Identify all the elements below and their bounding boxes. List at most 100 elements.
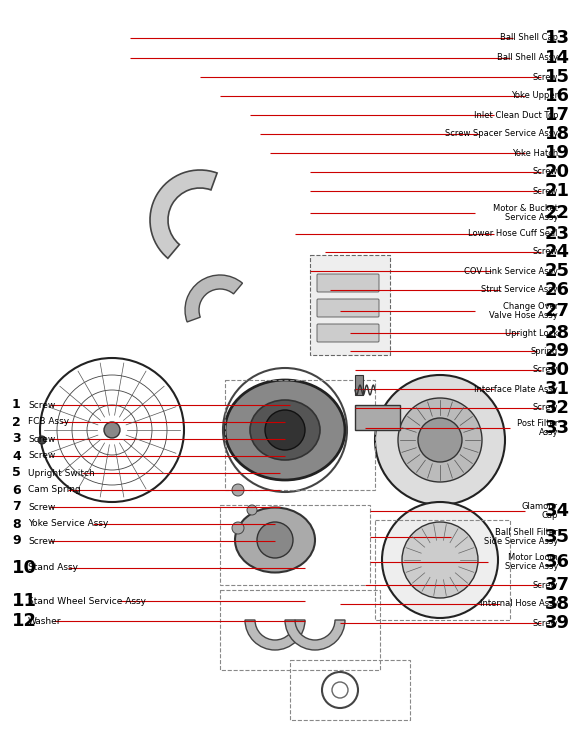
Text: Motor & Bucket
Service Assy: Motor & Bucket Service Assy — [493, 204, 558, 222]
Text: Lower Hose Cuff Seal: Lower Hose Cuff Seal — [469, 230, 558, 239]
Text: Ball Shell Assy: Ball Shell Assy — [497, 53, 558, 62]
Text: Screw: Screw — [532, 186, 558, 195]
Circle shape — [375, 375, 505, 505]
Text: Stand Assy: Stand Assy — [28, 563, 78, 572]
Text: Screw: Screw — [28, 536, 55, 545]
Text: Upright Lock: Upright Lock — [505, 328, 558, 337]
Text: 31: 31 — [545, 380, 570, 398]
Text: Inlet Clean Duct Top: Inlet Clean Duct Top — [473, 110, 558, 119]
Text: 13: 13 — [545, 29, 570, 47]
Text: 24: 24 — [545, 243, 570, 261]
Text: 7: 7 — [12, 500, 21, 514]
Text: Screw Spacer Service Assy: Screw Spacer Service Assy — [445, 129, 558, 138]
FancyBboxPatch shape — [317, 274, 379, 292]
Bar — [310, 255, 390, 355]
Circle shape — [38, 436, 46, 444]
Ellipse shape — [235, 508, 315, 572]
Text: Screw: Screw — [532, 366, 558, 375]
Text: Screw: Screw — [532, 248, 558, 257]
Text: 10: 10 — [12, 559, 37, 577]
Text: Screw: Screw — [532, 73, 558, 82]
Bar — [290, 660, 410, 720]
Text: 6: 6 — [12, 484, 21, 496]
Wedge shape — [285, 620, 345, 650]
Text: 23: 23 — [545, 225, 570, 243]
Text: 19: 19 — [545, 144, 570, 162]
Text: 20: 20 — [545, 163, 570, 181]
Text: 27: 27 — [545, 302, 570, 320]
Text: 16: 16 — [545, 87, 570, 105]
Text: 15: 15 — [545, 68, 570, 86]
Text: Screw: Screw — [28, 400, 55, 409]
Text: 29: 29 — [545, 342, 570, 360]
Text: 1: 1 — [12, 399, 21, 412]
Text: Motor Loom
Service Assy: Motor Loom Service Assy — [505, 553, 558, 572]
Circle shape — [418, 418, 462, 462]
Circle shape — [247, 505, 257, 515]
Bar — [220, 590, 380, 670]
Wedge shape — [185, 275, 242, 322]
Text: Cam Spring: Cam Spring — [28, 485, 81, 494]
Text: 36: 36 — [545, 553, 570, 571]
Text: 39: 39 — [545, 614, 570, 632]
Text: 3: 3 — [12, 433, 21, 445]
Text: 37: 37 — [545, 576, 570, 594]
Ellipse shape — [250, 400, 320, 460]
Text: 8: 8 — [12, 517, 21, 530]
Text: 21: 21 — [545, 182, 570, 200]
Text: Internal Hose Assy: Internal Hose Assy — [480, 599, 558, 608]
FancyBboxPatch shape — [317, 324, 379, 342]
Text: 14: 14 — [545, 49, 570, 67]
Circle shape — [382, 502, 498, 618]
Circle shape — [402, 522, 478, 598]
Bar — [220, 505, 370, 585]
Text: 32: 32 — [545, 399, 570, 417]
Text: Change Over
Valve Hose Assy: Change Over Valve Hose Assy — [490, 302, 558, 321]
Text: Screw: Screw — [532, 167, 558, 176]
Text: Washer: Washer — [28, 617, 61, 626]
Text: Glamour
Cap: Glamour Cap — [522, 502, 558, 520]
Text: Screw: Screw — [532, 581, 558, 590]
Text: Screw: Screw — [28, 502, 55, 511]
Circle shape — [265, 410, 305, 450]
Text: Stand Wheel Service Assy: Stand Wheel Service Assy — [28, 596, 146, 605]
Bar — [375, 520, 510, 620]
Text: 38: 38 — [545, 595, 570, 613]
Text: Yoke Upper: Yoke Upper — [511, 92, 558, 101]
Text: Screw: Screw — [532, 619, 558, 628]
Text: Yoke Hatch: Yoke Hatch — [512, 149, 558, 158]
Text: 2: 2 — [12, 415, 21, 429]
Bar — [355, 405, 400, 430]
Text: 34: 34 — [545, 502, 570, 520]
Text: 30: 30 — [545, 361, 570, 379]
Text: 28: 28 — [545, 324, 570, 342]
FancyBboxPatch shape — [317, 299, 379, 317]
Text: 22: 22 — [545, 204, 570, 222]
Text: 4: 4 — [12, 450, 21, 463]
Text: Screw: Screw — [28, 451, 55, 460]
Text: Upright Switch: Upright Switch — [28, 469, 95, 478]
Text: Ball Shell Filter
Side Service Assy: Ball Shell Filter Side Service Assy — [484, 528, 558, 546]
Text: Interface Plate Assy: Interface Plate Assy — [474, 385, 558, 394]
Text: 5: 5 — [12, 466, 21, 479]
Wedge shape — [150, 170, 217, 258]
Wedge shape — [245, 620, 305, 650]
Text: Yoke Service Assy: Yoke Service Assy — [28, 520, 108, 529]
Circle shape — [398, 398, 482, 482]
Circle shape — [232, 522, 244, 534]
Circle shape — [104, 422, 120, 438]
Circle shape — [232, 484, 244, 496]
Text: 26: 26 — [545, 281, 570, 299]
Text: 12: 12 — [12, 612, 37, 630]
Text: 9: 9 — [12, 535, 21, 547]
Text: FCB Assy: FCB Assy — [28, 418, 69, 427]
Bar — [355, 375, 363, 395]
Text: 11: 11 — [12, 592, 37, 610]
Text: 18: 18 — [545, 125, 570, 143]
Text: Post Filter
Assy: Post Filter Assy — [517, 418, 558, 437]
Ellipse shape — [225, 380, 345, 480]
Text: COV Link Service Assy: COV Link Service Assy — [464, 267, 558, 276]
Text: 25: 25 — [545, 262, 570, 280]
Text: 33: 33 — [545, 419, 570, 437]
Text: Strut Service Assy: Strut Service Assy — [481, 285, 558, 294]
